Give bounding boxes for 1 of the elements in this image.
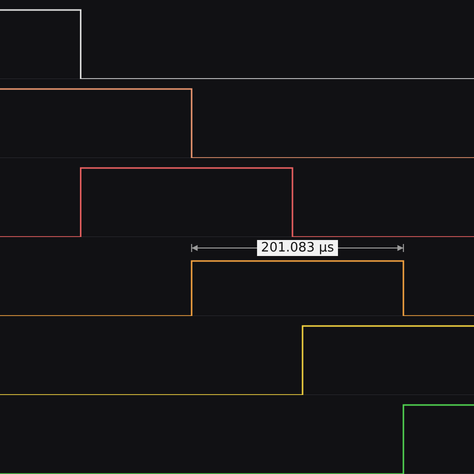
text: 201.083 µs <box>261 240 334 256</box>
